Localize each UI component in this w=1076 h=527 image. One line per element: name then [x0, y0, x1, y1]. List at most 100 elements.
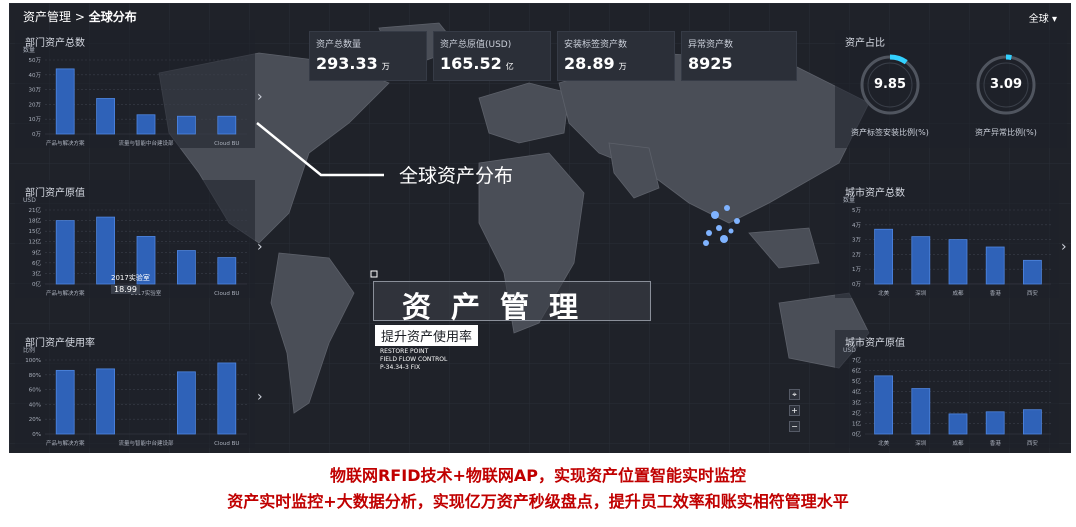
gauge-value: 9.85: [873, 77, 907, 92]
bar[interactable]: [948, 239, 968, 285]
y-tick-label: 60%: [29, 388, 41, 394]
y-tick-label: 50万: [29, 57, 42, 64]
x-tick-label: 成都: [952, 289, 964, 297]
bar[interactable]: [1022, 409, 1042, 435]
bar[interactable]: [176, 250, 196, 285]
chevron-right-icon[interactable]: ›: [1061, 239, 1067, 255]
bar[interactable]: [985, 246, 1005, 285]
kpi-total-count: 资产总数量 293.33 万: [309, 31, 427, 81]
callout-leader-line: [256, 122, 384, 177]
bar[interactable]: [217, 115, 237, 135]
bar[interactable]: [55, 220, 75, 285]
bar[interactable]: [176, 115, 196, 135]
bar[interactable]: [911, 236, 931, 285]
chevron-right-icon[interactable]: ›: [257, 389, 263, 405]
map-locate-button[interactable]: ⌖: [789, 389, 800, 400]
asset-hotspots: [703, 205, 740, 246]
tooltip-name: 2017实验室: [111, 274, 150, 282]
gauge-abnormal-ratio: [976, 54, 1036, 115]
panel-title: 部门资产使用率: [25, 338, 95, 349]
bar[interactable]: [96, 216, 115, 285]
bar[interactable]: [874, 228, 893, 285]
bar-tooltip: 2017实验室 18.99: [111, 273, 150, 294]
dashboard-screen: 资产管理 > 全球分布 全球 ▾ 资产总数量 293.33 万 资产总原值(USD…: [9, 3, 1071, 453]
y-tick-label: 21亿: [29, 206, 42, 214]
x-tick-label: 西安: [1027, 439, 1039, 447]
y-tick-label: 40万: [29, 72, 42, 79]
y-axis-label: 数量: [23, 46, 35, 54]
x-tick-label: 香港: [990, 439, 1002, 447]
y-tick-label: 80%: [29, 373, 41, 379]
breadcrumb-separator: >: [74, 10, 85, 24]
x-tick-label: 2017实验室: [131, 289, 162, 297]
y-tick-label: 2亿: [852, 409, 861, 417]
y-axis-label: 比例: [23, 346, 35, 354]
bar[interactable]: [96, 368, 115, 435]
y-tick-label: 3万: [852, 237, 861, 244]
chevron-right-icon[interactable]: ›: [257, 239, 263, 255]
y-tick-label: 20%: [29, 417, 41, 423]
chevron-right-icon[interactable]: ›: [257, 89, 263, 105]
hero-title: 资产管理: [402, 290, 599, 324]
bar[interactable]: [217, 257, 237, 285]
zoom-out-button[interactable]: −: [789, 421, 800, 432]
kpi-value: 293.33 万: [316, 54, 390, 73]
y-tick-label: 1亿: [852, 419, 861, 427]
y-tick-label: 0亿: [32, 280, 41, 288]
y-tick-label: 15亿: [29, 227, 42, 235]
x-tick-label: 产品与解决方案: [46, 289, 85, 297]
bar[interactable]: [1022, 259, 1042, 285]
y-tick-label: 12亿: [29, 238, 42, 246]
x-tick-label: 香港: [990, 289, 1002, 297]
region-selector[interactable]: 全球 ▾: [1029, 10, 1057, 25]
bar[interactable]: [55, 369, 75, 435]
x-tick-label: 产品与解决方案: [46, 439, 85, 447]
x-tick-label: 深圳: [915, 439, 927, 447]
y-tick-label: 5亿: [852, 377, 861, 385]
gauge-value: 3.09: [989, 77, 1023, 92]
kpi-total-value: 资产总原值(USD) 165.52 亿: [433, 31, 551, 81]
x-tick-label: 西安: [1027, 289, 1039, 297]
tooltip-value: 18.99: [111, 285, 140, 294]
kpi-value: 28.89 万: [564, 54, 627, 73]
bar[interactable]: [176, 371, 196, 435]
marker-square: [370, 270, 378, 278]
bar[interactable]: [948, 413, 968, 435]
caption-line-1: 物联网RFID技术+物联网AP，实现资产位置智能实时监控: [329, 466, 746, 485]
bar[interactable]: [217, 362, 237, 435]
kpi-label: 资产总数量: [316, 40, 362, 50]
breadcrumb-root[interactable]: 资产管理: [23, 10, 72, 24]
y-tick-label: 5万: [852, 207, 861, 214]
x-tick-label: 成都: [952, 439, 964, 447]
panel-title: 部门资产原值: [25, 188, 85, 199]
breadcrumb-current: 全球分布: [88, 10, 137, 24]
y-axis-label: 数量: [843, 196, 855, 204]
bar[interactable]: [911, 388, 931, 435]
y-tick-label: 10万: [29, 116, 42, 123]
y-tick-label: 0%: [32, 432, 41, 438]
hero-subtitle: 提升资产使用率: [375, 325, 479, 346]
x-tick-label: 产品与解决方案: [46, 139, 85, 147]
bar[interactable]: [136, 114, 156, 135]
y-tick-label: 20万: [29, 101, 42, 108]
y-tick-label: 0万: [32, 131, 41, 138]
bar[interactable]: [985, 411, 1005, 435]
x-tick-label: Cloud BU: [214, 441, 239, 447]
gauge-fill: [889, 54, 908, 65]
global-distribution-callout: 全球资产分布: [399, 165, 514, 187]
bar[interactable]: [874, 375, 893, 435]
zoom-in-button[interactable]: +: [789, 405, 800, 416]
bar[interactable]: [55, 68, 75, 135]
bar[interactable]: [96, 98, 115, 135]
bar[interactable]: [136, 236, 156, 285]
minus-icon: −: [791, 422, 798, 431]
gauge-label: 资产异常比例(%): [975, 128, 1037, 137]
y-tick-label: 9亿: [32, 248, 41, 256]
kpi-label: 异常资产数: [688, 40, 734, 50]
kpi-tagged-count: 安装标签资产数 28.89 万: [557, 31, 675, 81]
y-tick-label: 4万: [852, 222, 861, 229]
x-tick-label: 深圳: [915, 289, 927, 297]
